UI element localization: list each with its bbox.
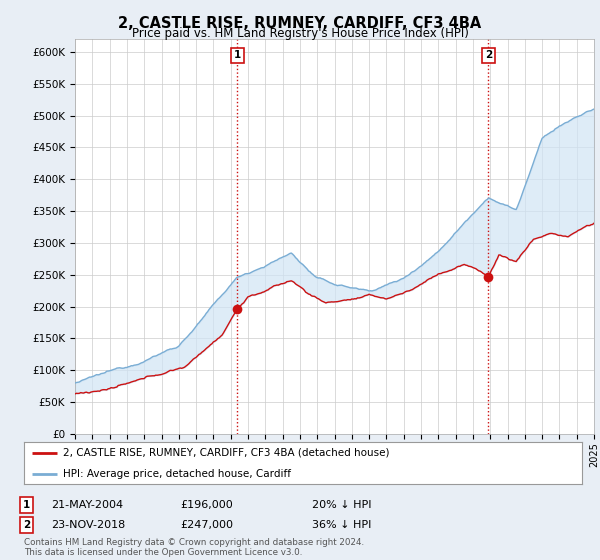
Text: 1: 1: [233, 50, 241, 60]
Text: 2, CASTLE RISE, RUMNEY, CARDIFF, CF3 4BA (detached house): 2, CASTLE RISE, RUMNEY, CARDIFF, CF3 4BA…: [63, 448, 389, 458]
Text: 1: 1: [23, 500, 30, 510]
Text: 2: 2: [485, 50, 492, 60]
Text: 2: 2: [23, 520, 30, 530]
Text: HPI: Average price, detached house, Cardiff: HPI: Average price, detached house, Card…: [63, 469, 291, 479]
Text: Contains HM Land Registry data © Crown copyright and database right 2024.
This d: Contains HM Land Registry data © Crown c…: [24, 538, 364, 557]
Text: 23-NOV-2018: 23-NOV-2018: [51, 520, 125, 530]
Text: 20% ↓ HPI: 20% ↓ HPI: [312, 500, 371, 510]
Text: 36% ↓ HPI: 36% ↓ HPI: [312, 520, 371, 530]
Text: 21-MAY-2004: 21-MAY-2004: [51, 500, 123, 510]
Text: £247,000: £247,000: [180, 520, 233, 530]
Text: 2, CASTLE RISE, RUMNEY, CARDIFF, CF3 4BA: 2, CASTLE RISE, RUMNEY, CARDIFF, CF3 4BA: [118, 16, 482, 31]
Text: £196,000: £196,000: [180, 500, 233, 510]
Text: Price paid vs. HM Land Registry's House Price Index (HPI): Price paid vs. HM Land Registry's House …: [131, 27, 469, 40]
